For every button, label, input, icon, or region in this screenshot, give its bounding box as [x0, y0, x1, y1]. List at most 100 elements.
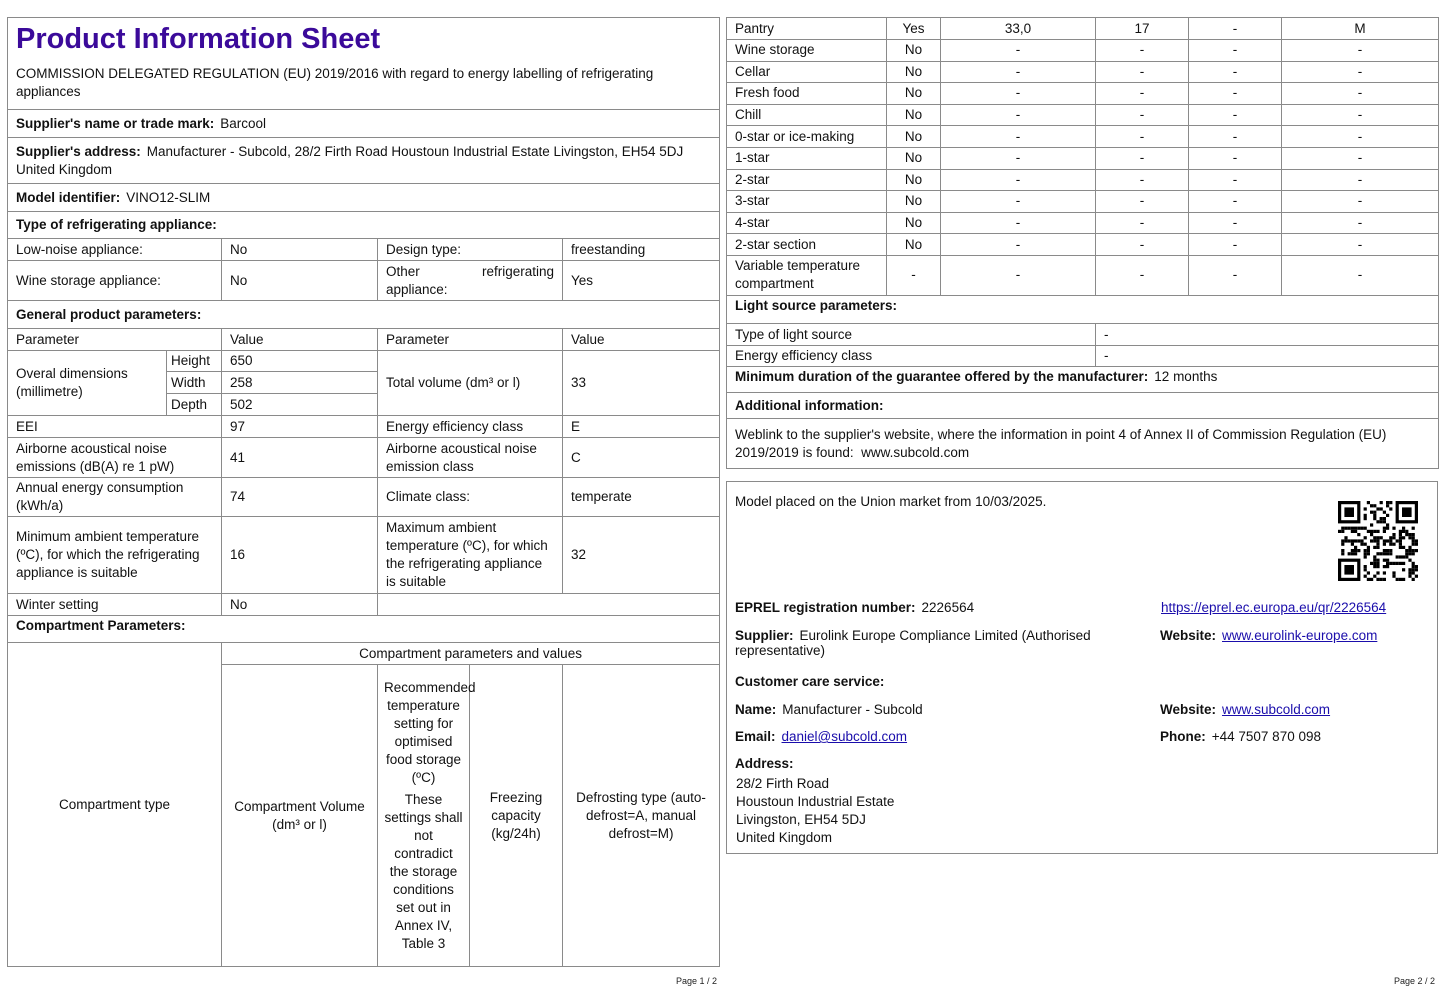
- model-label: Model identifier:: [16, 189, 121, 205]
- max-temp-label: Maximum ambient temperature (ºC), for wh…: [377, 516, 563, 594]
- compartment-defrost: -: [1281, 233, 1439, 256]
- annual-label: Annual energy consumption (kWh/a): [7, 477, 222, 517]
- compartment-type: 1-star: [726, 146, 887, 170]
- compartment-type: Fresh food: [726, 82, 887, 105]
- wine-storage-label: Wine storage appliance:: [7, 260, 222, 301]
- compartment-defrost: M: [1281, 17, 1439, 40]
- supplier-website-link[interactable]: www.eurolink-europe.com: [1222, 628, 1378, 643]
- comp-freeze-header: Freezing capacity (kg/24h): [469, 664, 563, 967]
- comp-temp-note: These settings shall not contradict the …: [384, 791, 463, 951]
- compartment-row: Variable temperature compartment - - - - -: [726, 254, 1439, 296]
- compartment-defrost: -: [1281, 211, 1439, 235]
- noise-class-value: C: [561, 437, 721, 478]
- weblink[interactable]: www.subcold.com: [861, 444, 970, 460]
- compartment-temp: -: [1095, 254, 1189, 296]
- compartment-defrost: -: [1281, 125, 1439, 148]
- compartment-type: 3-star: [726, 190, 887, 213]
- address-label: Address:: [735, 756, 794, 771]
- compartment-temp: -: [1095, 103, 1189, 127]
- design-type-label: Design type:: [377, 238, 563, 261]
- address-block: 28/2 Firth Road Houstoun Industrial Esta…: [736, 775, 894, 847]
- compartment-row: 1-star No - - - -: [726, 146, 1439, 170]
- compartment-type: Variable temperature compartment: [726, 254, 887, 296]
- comp-type-header: Compartment type: [7, 642, 222, 967]
- compartment-row: Pantry Yes 33,0 17- M: [726, 17, 1439, 40]
- address-line: Houstoun Industrial Estate: [736, 794, 895, 809]
- compartment-defrost: -: [1281, 168, 1439, 192]
- compartment-header-table: Compartment type Compartment parameters a…: [7, 642, 721, 967]
- eprel-label: EPREL registration number:: [735, 600, 916, 615]
- email-label: Email:: [735, 729, 776, 744]
- compartment-present: No: [886, 168, 941, 192]
- compartment-row: 2-star section No - - - -: [726, 233, 1439, 256]
- compartment-values-table: Pantry Yes 33,0 17- M Wine storage No - - - - Cella…: [726, 17, 1439, 296]
- address-line: United Kingdom: [736, 830, 833, 845]
- compartment-present: -: [886, 254, 941, 296]
- comp-temp-header: Recommended temperature setting for opti…: [384, 679, 476, 785]
- compartment-present: No: [886, 233, 941, 256]
- design-type-value: freestanding: [561, 238, 721, 261]
- compartment-temp: 17: [1095, 17, 1189, 40]
- compartment-temp: -: [1095, 125, 1189, 148]
- compartment-volume: -: [940, 146, 1096, 170]
- comp-defrost-header: Defrosting type (auto-defrost=A, manual …: [561, 664, 721, 967]
- guarantee-row: Minimum duration of the guarantee offere…: [725, 366, 1440, 393]
- phone-value: +44 7507 870 098: [1211, 729, 1321, 744]
- compartment-defrost: -: [1281, 82, 1439, 105]
- col-parameter: Parameter: [7, 328, 222, 351]
- height-value: 650: [221, 350, 378, 372]
- compartment-type: 2-star section: [726, 233, 887, 256]
- eprel-link[interactable]: https://eprel.ec.europa.eu/qr/2226564: [1161, 600, 1387, 615]
- min-temp-label: Minimum ambient temperature (ºC), for wh…: [7, 516, 222, 594]
- product-info-table: Product Information Sheet COMMISSION DEL…: [6, 17, 721, 643]
- col-value: Value: [221, 328, 378, 351]
- light-source-table: Light source parameters: Type of light s…: [725, 295, 1440, 469]
- supplier-address-row: Supplier's address: Manufacturer - Subcol…: [6, 137, 721, 184]
- light-eec-label: Energy efficiency class: [726, 345, 1096, 367]
- climate-label: Climate class:: [377, 477, 563, 517]
- address-line: 28/2 Firth Road: [736, 776, 830, 791]
- eei-value: 97: [221, 415, 378, 438]
- compartment-row: 4-star No - - - -: [726, 211, 1439, 235]
- compartment-freezing: -: [1188, 254, 1282, 296]
- compartment-defrost: -: [1281, 39, 1439, 62]
- min-temp-value: 16: [221, 516, 378, 594]
- eprel-number: 2226564: [921, 600, 975, 615]
- page-number-1: Page 1 / 2: [676, 976, 718, 986]
- regulation-text: COMMISSION DELEGATED REGULATION (EU) 201…: [16, 66, 654, 99]
- qr-code-icon[interactable]: [1338, 501, 1418, 581]
- compartment-freezing: -: [1188, 233, 1282, 256]
- eec-value: E: [561, 415, 721, 438]
- compartment-type: Pantry: [726, 17, 887, 40]
- compartment-temp: -: [1095, 39, 1189, 62]
- compartment-freezing: -: [1188, 103, 1282, 127]
- noise-label: Airborne acoustical noise emissions (dB(…: [7, 437, 222, 478]
- light-eec-value: -: [1094, 345, 1440, 367]
- compartment-present: No: [886, 190, 941, 213]
- compartment-volume: -: [940, 254, 1096, 296]
- supplier-value: Eurolink Europe Compliance Limited (Auth…: [735, 628, 1091, 658]
- guarantee-value: 12 months: [1154, 369, 1218, 384]
- compartment-row: Fresh food No - - - -: [726, 82, 1439, 105]
- model-row: Model identifier: VINO12-SLIM: [6, 183, 721, 212]
- supplier-name: Barcool: [220, 115, 267, 131]
- compartment-temp: -: [1095, 233, 1189, 256]
- compartment-row: Cellar No - - - -: [726, 60, 1439, 84]
- supplier-label: Supplier:: [735, 628, 794, 643]
- noise-class-label: Airborne acoustical noise emission class: [377, 437, 563, 478]
- noise-value: 41: [221, 437, 378, 478]
- compartment-defrost: -: [1281, 146, 1439, 170]
- compartment-temp: -: [1095, 168, 1189, 192]
- comp-temp-cell: Recommended temperature setting for opti…: [377, 664, 476, 967]
- care-website-link[interactable]: www.subcold.com: [1222, 702, 1331, 717]
- compartment-freezing: -: [1188, 60, 1282, 84]
- compartment-row: 2-star No - - - -: [726, 168, 1439, 192]
- compartment-freezing: -: [1188, 39, 1282, 62]
- contact-box: Model placed on the Union market from 10…: [726, 481, 1438, 854]
- placed-on-market: Model placed on the Union market from 10…: [735, 494, 1047, 509]
- dimensions-label: Overal dimensions (millimetre): [7, 350, 167, 416]
- low-noise-value: No: [221, 238, 378, 261]
- care-website-label: Website:: [1160, 702, 1217, 717]
- email-link[interactable]: daniel@subcold.com: [781, 729, 908, 744]
- compartment-freezing: -: [1188, 146, 1282, 170]
